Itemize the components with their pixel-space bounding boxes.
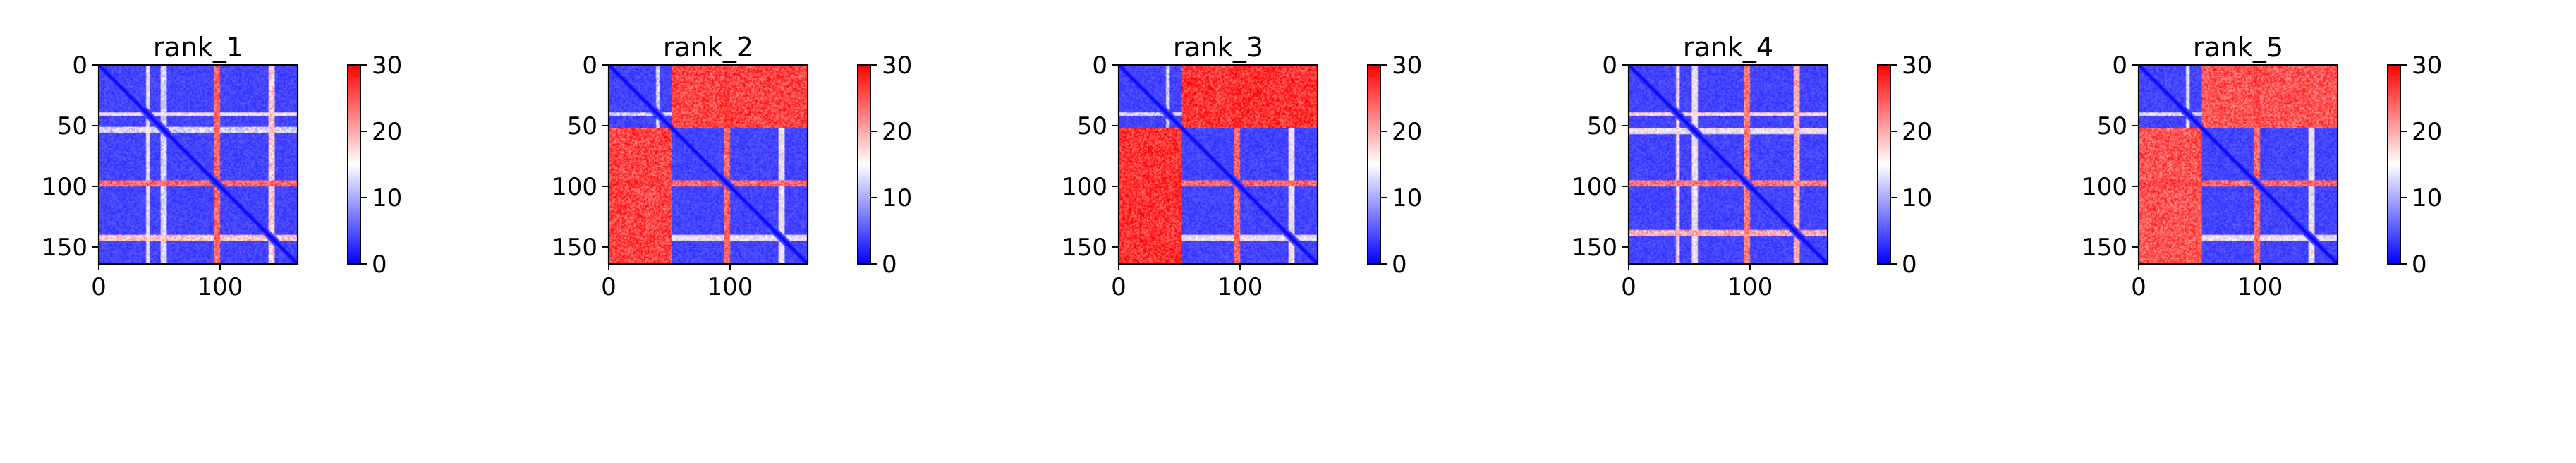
x-tick-label: 100 — [197, 273, 243, 301]
colorbar — [1878, 65, 1890, 264]
x-tick-label: 0 — [601, 273, 616, 301]
y-tick-label: 100 — [2082, 173, 2127, 201]
colorbar-tick-label: 30 — [1392, 52, 1422, 80]
colorbar-tick-label: 20 — [1902, 118, 1932, 146]
heatmap-cells — [609, 65, 808, 264]
y-tick-label: 100 — [552, 173, 597, 201]
colorbar-tick-label: 10 — [882, 184, 912, 212]
y-tick-label: 150 — [1062, 234, 1107, 262]
y-tick-label: 0 — [1092, 52, 1107, 80]
panel-title: rank_4 — [1683, 32, 1773, 63]
colorbar-tick-label: 30 — [882, 52, 912, 80]
colorbar-tick-label: 0 — [1392, 251, 1407, 279]
colorbar-tick-label: 10 — [1392, 184, 1422, 212]
colorbar-tick-label: 20 — [1392, 118, 1422, 146]
colorbar-tick-label: 10 — [1902, 184, 1932, 212]
y-tick-label: 50 — [57, 112, 87, 140]
y-tick-label: 50 — [1587, 112, 1617, 140]
x-tick-label: 100 — [707, 273, 753, 301]
heatmap-cells — [1629, 65, 1828, 264]
x-tick-label: 0 — [91, 273, 107, 301]
colorbar-frame — [1877, 64, 1891, 265]
y-tick-label: 0 — [72, 52, 87, 80]
x-tick-label: 0 — [1621, 273, 1636, 301]
colorbar-tick-label: 0 — [1902, 251, 1917, 279]
y-tick-label: 100 — [42, 173, 87, 201]
colorbar-tick-label: 20 — [2412, 118, 2442, 146]
y-tick-label: 150 — [2082, 234, 2127, 262]
x-tick-label: 100 — [1217, 273, 1263, 301]
colorbar-tick-label: 30 — [1902, 52, 1932, 80]
colorbar-tick-label: 30 — [2412, 52, 2442, 80]
x-tick-label: 0 — [1111, 273, 1126, 301]
colorbar-tick-label: 0 — [882, 251, 897, 279]
y-tick-label: 100 — [1572, 173, 1617, 201]
colorbar — [2388, 65, 2400, 264]
colorbar-frame — [1367, 64, 1381, 265]
colorbar-tick-label: 0 — [372, 251, 387, 279]
panel-title: rank_5 — [2193, 32, 2283, 63]
axes-frame — [1627, 64, 1829, 265]
y-tick-label: 0 — [2112, 52, 2127, 80]
axes-frame — [1117, 64, 1319, 265]
heatmap-cells — [99, 65, 298, 264]
y-tick-label: 50 — [567, 112, 597, 140]
axes-frame — [97, 64, 299, 265]
panel-title: rank_3 — [1173, 32, 1263, 63]
colorbar — [348, 65, 360, 264]
panel-title: rank_1 — [153, 32, 243, 63]
heatmap-cells — [1119, 65, 1318, 264]
y-tick-label: 0 — [1602, 52, 1617, 80]
colorbar-tick-label: 10 — [372, 184, 402, 212]
x-tick-label: 100 — [1727, 273, 1773, 301]
colorbar-tick-label: 20 — [882, 118, 912, 146]
colorbar-tick-label: 10 — [2412, 184, 2442, 212]
y-tick-label: 0 — [582, 52, 597, 80]
y-tick-label: 150 — [552, 234, 597, 262]
heatmap-cells — [2139, 65, 2338, 264]
colorbar — [858, 65, 870, 264]
colorbar-frame — [2387, 64, 2401, 265]
colorbar-tick-label: 0 — [2412, 251, 2427, 279]
panel-title: rank_2 — [663, 32, 753, 63]
axes-frame — [2137, 64, 2339, 265]
colorbar-frame — [857, 64, 871, 265]
y-tick-label: 150 — [1572, 234, 1617, 262]
colorbar-tick-label: 20 — [372, 118, 402, 146]
x-tick-label: 0 — [2131, 273, 2146, 301]
colorbar-tick-label: 30 — [372, 52, 402, 80]
y-tick-label: 150 — [42, 234, 87, 262]
colorbar — [1368, 65, 1380, 264]
axes-frame — [607, 64, 809, 265]
y-tick-label: 100 — [1062, 173, 1107, 201]
y-tick-label: 50 — [2097, 112, 2127, 140]
colorbar-frame — [347, 64, 361, 265]
x-tick-label: 100 — [2237, 273, 2283, 301]
y-tick-label: 50 — [1077, 112, 1107, 140]
